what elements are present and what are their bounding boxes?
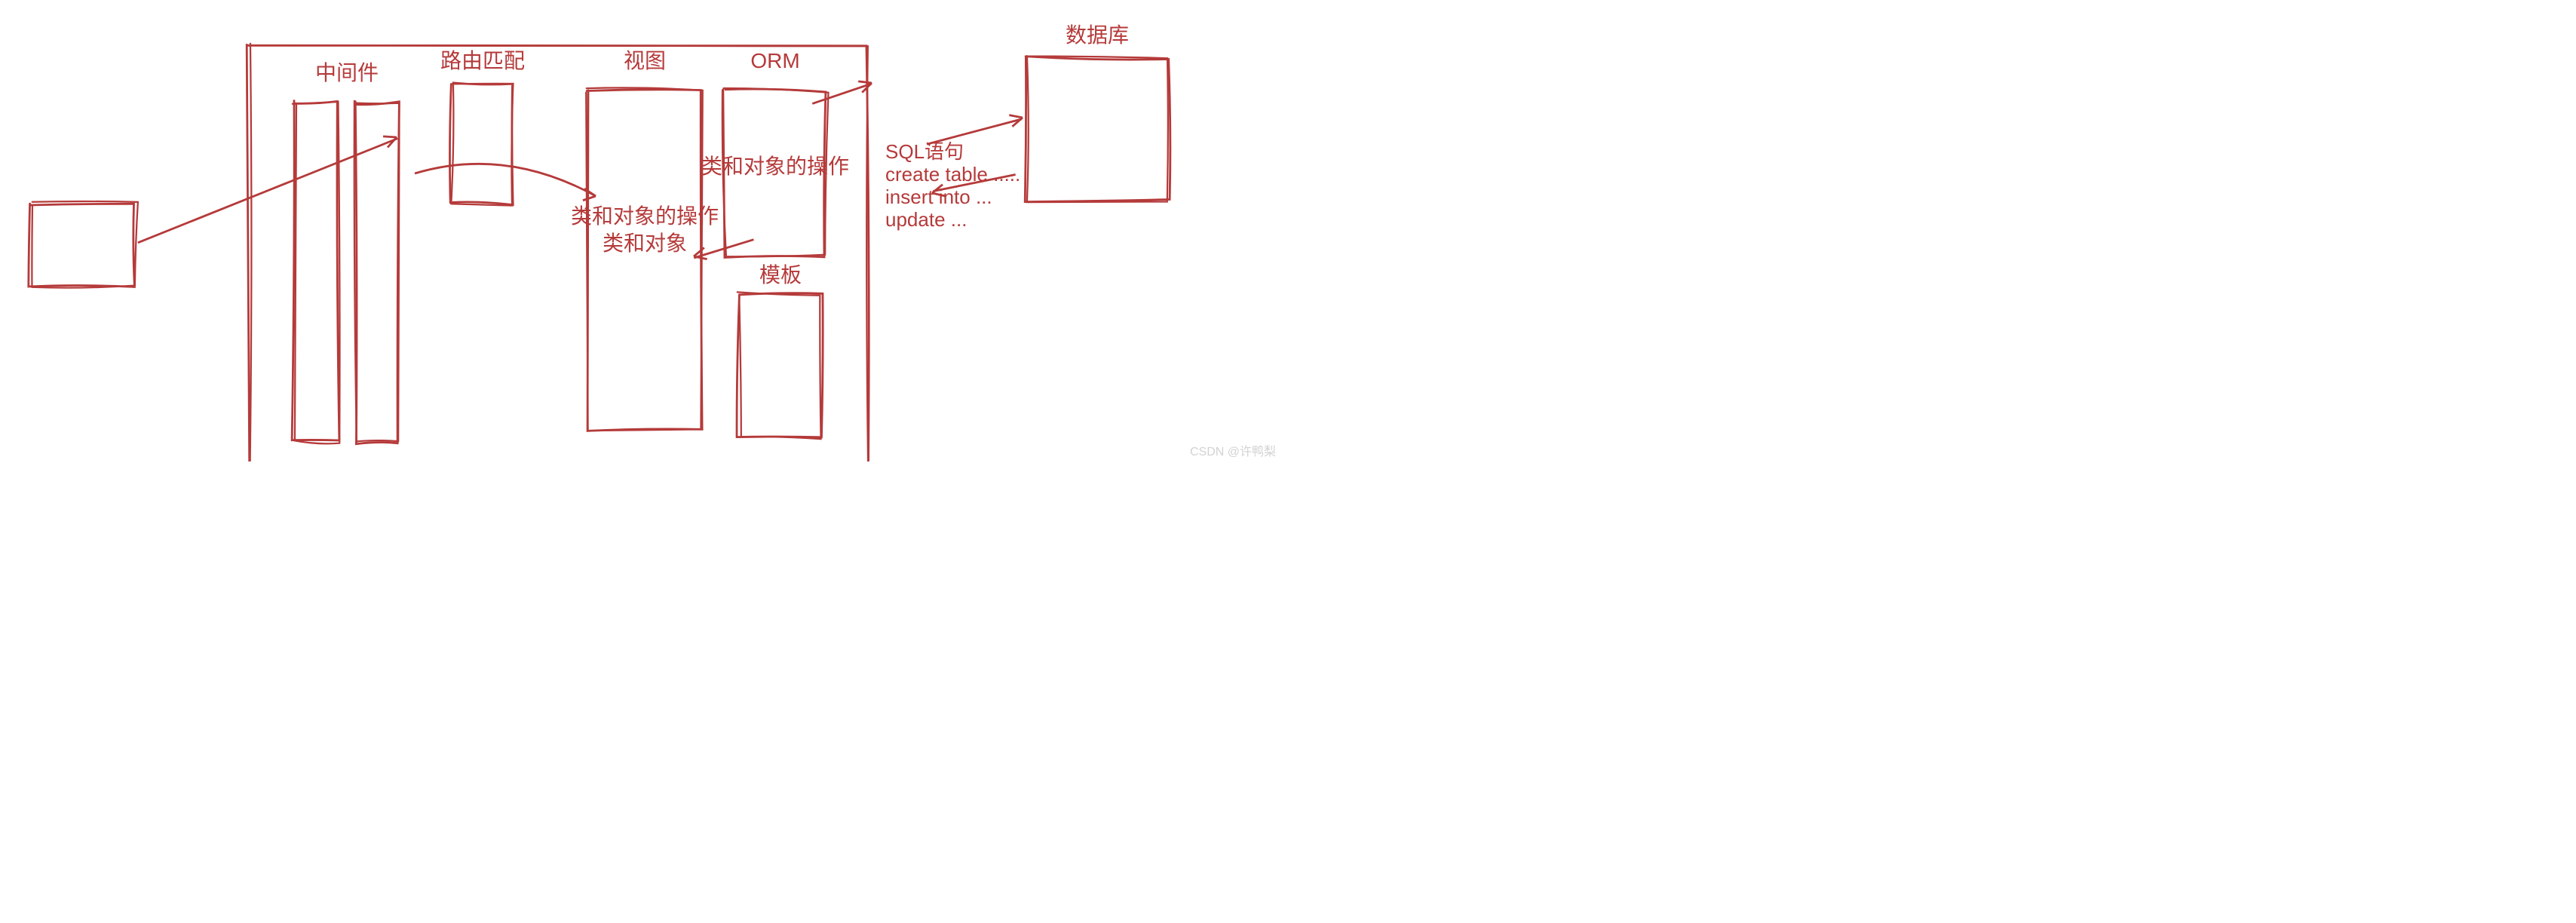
client-box — [29, 201, 138, 288]
template-box — [737, 292, 823, 439]
labels.routing-label: 路由匹配 — [440, 49, 525, 72]
sql_lines.l4-label: update ... — [885, 208, 967, 231]
view-box — [586, 87, 703, 431]
labels.view_text2-label: 类和对象 — [603, 232, 687, 255]
labels.view-label: 视图 — [624, 49, 666, 72]
routing-box — [449, 82, 513, 205]
sql_lines.l3-label: insert into ... — [885, 186, 992, 208]
watermark: CSDN @许鸭梨 — [1190, 445, 1276, 458]
sql_lines.l2-label: create table ..... — [885, 163, 1020, 186]
labels.view_text1-label: 类和对象的操作 — [571, 204, 719, 228]
labels.database-label: 数据库 — [1066, 23, 1129, 47]
labels.orm_text-label: 类和对象的操作 — [701, 155, 849, 178]
database-box — [1025, 56, 1170, 202]
labels.template-label: 模板 — [759, 263, 802, 287]
labels.orm-label: ORM — [750, 49, 799, 72]
labels.middleware-label: 中间件 — [315, 61, 379, 84]
middleware1-box — [292, 101, 339, 444]
sql_lines.l1-label: SQL语句 — [885, 140, 964, 163]
